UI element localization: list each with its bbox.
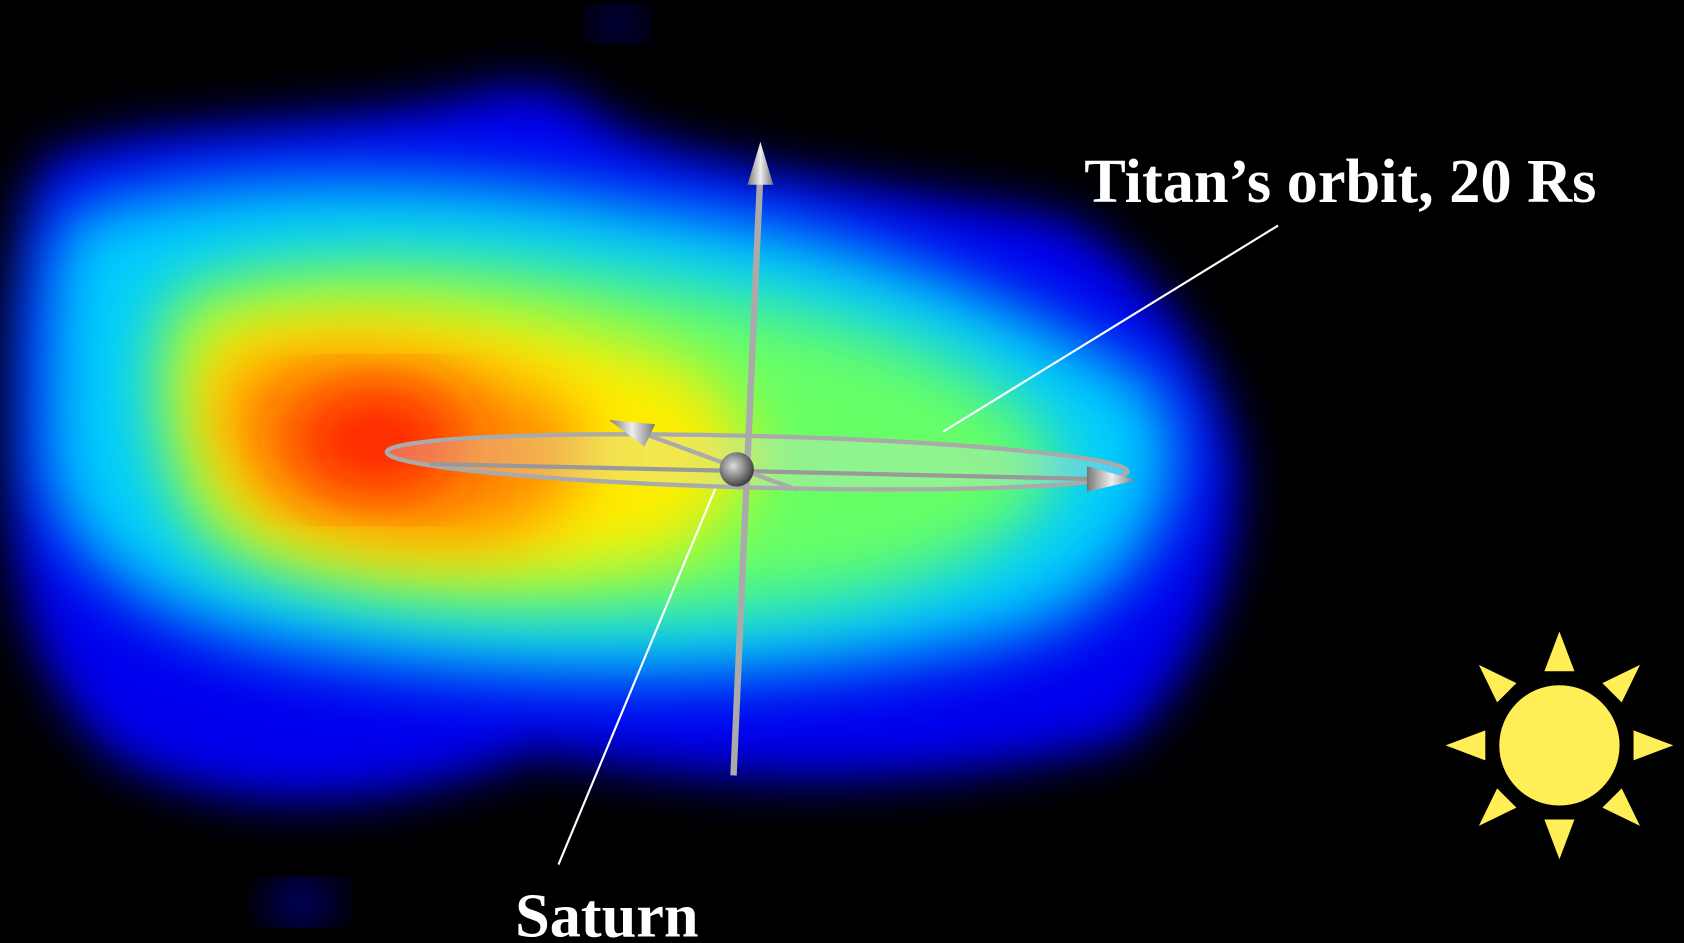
orbit-leader [942, 224, 1279, 433]
density-map [10, 10, 1237, 919]
sun-axis [429, 461, 1096, 482]
orbit-label: Titan’s orbit, 20 Rs [1084, 147, 1596, 216]
saturn-label: Saturn [515, 882, 698, 943]
saturn-system [384, 141, 1137, 776]
saturn-leader [557, 488, 717, 866]
axis-arrowhead [747, 141, 774, 185]
third-axis [643, 431, 798, 492]
axis-arrowhead [1086, 466, 1137, 492]
saturn [719, 452, 754, 487]
sun-icon [1445, 631, 1674, 860]
axis-arrowhead [608, 419, 656, 447]
